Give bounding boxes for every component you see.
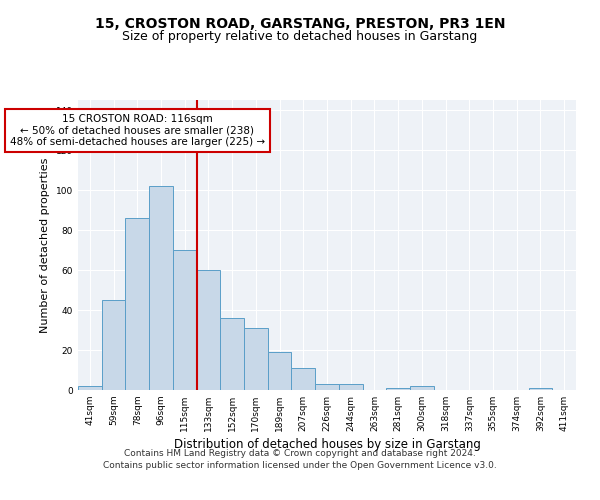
Text: Contains public sector information licensed under the Open Government Licence v3: Contains public sector information licen…	[103, 461, 497, 470]
Bar	[386, 388, 410, 390]
Bar	[339, 384, 362, 390]
X-axis label: Distribution of detached houses by size in Garstang: Distribution of detached houses by size …	[173, 438, 481, 451]
Text: Contains HM Land Registry data © Crown copyright and database right 2024.: Contains HM Land Registry data © Crown c…	[124, 448, 476, 458]
Bar	[173, 250, 197, 390]
Bar	[78, 386, 102, 390]
Text: 15, CROSTON ROAD, GARSTANG, PRESTON, PR3 1EN: 15, CROSTON ROAD, GARSTANG, PRESTON, PR3…	[95, 18, 505, 32]
Y-axis label: Number of detached properties: Number of detached properties	[40, 158, 50, 332]
Bar	[268, 352, 292, 390]
Bar	[220, 318, 244, 390]
Bar	[149, 186, 173, 390]
Bar	[197, 270, 220, 390]
Bar	[244, 328, 268, 390]
Bar	[529, 388, 552, 390]
Bar	[125, 218, 149, 390]
Bar	[292, 368, 315, 390]
Bar	[102, 300, 125, 390]
Text: 15 CROSTON ROAD: 116sqm
← 50% of detached houses are smaller (238)
48% of semi-d: 15 CROSTON ROAD: 116sqm ← 50% of detache…	[10, 114, 265, 147]
Text: Size of property relative to detached houses in Garstang: Size of property relative to detached ho…	[122, 30, 478, 43]
Bar	[315, 384, 339, 390]
Bar	[410, 386, 434, 390]
